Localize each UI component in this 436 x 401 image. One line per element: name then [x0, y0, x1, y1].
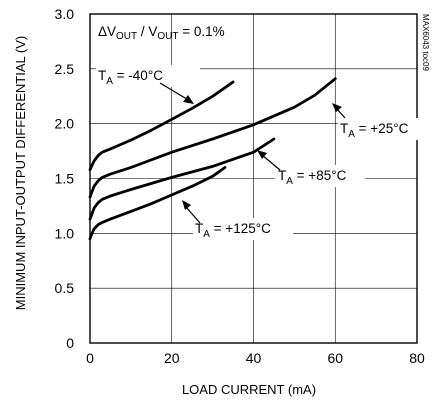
series-label-3-sub: A: [203, 229, 210, 240]
series-label-1-sub: A: [348, 129, 355, 140]
series-label-bg-0: [96, 65, 200, 87]
x-tick-label: 20: [164, 350, 180, 366]
series-lines: [88, 77, 337, 241]
series-label-3-pre: T: [195, 221, 203, 236]
series-label-bg-2: [275, 165, 365, 187]
y-tick-label: 3.0: [55, 6, 75, 22]
leader-line-3: [185, 206, 201, 224]
series-label-2-sub: A: [286, 176, 293, 187]
leader-arrow-0: [183, 95, 194, 104]
series-labels: TA = -40°C TA = +25°C TA = +85°C TA = +1…: [96, 65, 418, 240]
series-line-2: [88, 137, 276, 221]
x-tick-label: 40: [246, 350, 262, 366]
series-label-1-post: = +25°C: [355, 121, 409, 136]
series-line-1: [88, 77, 337, 199]
y-tick-label: 0: [66, 335, 74, 351]
series-label-bg-3: [193, 218, 293, 240]
series-label-1: TA = +25°C: [340, 121, 409, 140]
leader-arrow-1: [332, 103, 342, 112]
part-code-label: MAX6043 toc09: [421, 14, 430, 71]
grid: [90, 14, 417, 343]
series-label-0-post: = -40°C: [113, 68, 163, 83]
series-label-0-sub: A: [106, 76, 113, 87]
leader-line-2: [261, 154, 281, 171]
condition-main: ΔV: [98, 24, 116, 39]
condition-mid: / V: [137, 24, 157, 39]
axis-ticks: 0 20 40 60 80 0 0.5 1.0 1.5 2.0 2.5 3.0: [55, 6, 425, 366]
x-tick-label: 80: [409, 350, 425, 366]
y-tick-label: 1.5: [55, 171, 75, 187]
series-label-2-pre: T: [278, 168, 286, 183]
series-label-0: TA = -40°C: [98, 68, 163, 87]
series-label-bg-1: [338, 118, 418, 140]
y-tick-label: 1.0: [55, 225, 75, 241]
series-label-3-post: = +125°C: [210, 221, 271, 236]
x-tick-label: 60: [327, 350, 343, 366]
y-axis-title: MINIMUM INPUT-OUTPUT DIFFERENTIAL (V): [13, 36, 28, 310]
leader-arrow-2: [257, 150, 267, 159]
leader-arrow-3: [182, 200, 191, 210]
condition-sub-2: OUT: [157, 31, 178, 42]
plot-frame: [89, 13, 418, 344]
series-label-2-post: = +85°C: [293, 168, 347, 183]
label-leader-lines: [159, 82, 346, 224]
x-axis-title: LOAD CURRENT (mA): [182, 382, 316, 397]
series-line-3: [88, 166, 227, 241]
series-label-3: TA = +125°C: [195, 221, 271, 240]
y-tick-label: 2.0: [55, 116, 75, 132]
y-tick-label: 0.5: [55, 280, 75, 296]
series-label-1-pre: T: [340, 121, 348, 136]
leader-line-0: [159, 82, 191, 102]
condition-sub-1: OUT: [116, 31, 137, 42]
series-label-0-pre: T: [98, 68, 106, 83]
leader-line-1: [336, 108, 346, 119]
series-line-0: [88, 80, 235, 172]
series-label-2: TA = +85°C: [278, 168, 347, 187]
x-tick-label: 0: [86, 350, 94, 366]
condition-tail: = 0.1%: [179, 24, 225, 39]
condition-annotation: ΔVOUT / VOUT = 0.1%: [98, 24, 225, 42]
y-tick-label: 2.5: [55, 61, 75, 77]
